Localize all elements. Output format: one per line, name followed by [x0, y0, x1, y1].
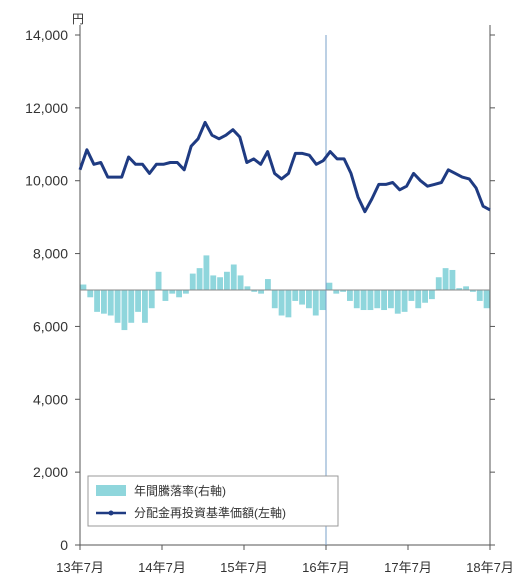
return-bar [442, 268, 449, 290]
return-bar [128, 290, 135, 323]
return-bar [319, 290, 326, 311]
return-bar [169, 290, 176, 294]
y-tick-label: 4,000 [33, 391, 68, 407]
y-tick-label: 2,000 [33, 464, 68, 480]
return-bar [101, 290, 107, 314]
return-bar [360, 290, 367, 311]
x-tick-label: 15年7月 [220, 560, 268, 575]
return-bar [87, 290, 94, 298]
return-bar [114, 290, 121, 323]
return-bar [244, 286, 251, 290]
return-bar [415, 290, 422, 309]
return-bar [483, 290, 490, 309]
return-bar [408, 290, 415, 301]
return-bar [271, 290, 278, 309]
return-bar [353, 290, 360, 309]
return-bar [381, 290, 387, 311]
return-bar [333, 290, 340, 294]
return-bar [326, 282, 333, 290]
return-bar [258, 290, 264, 294]
return-bar [155, 271, 162, 290]
return-bar [306, 290, 312, 309]
return-bar [312, 290, 319, 316]
legend-bar-label: 年間騰落率(右軸) [134, 483, 226, 498]
return-bar [203, 255, 210, 290]
y-tick-label: 10,000 [25, 173, 68, 189]
return-bar [278, 290, 285, 316]
return-bar [347, 290, 353, 301]
return-bar [224, 271, 230, 290]
return-bar [162, 290, 169, 301]
return-bar [251, 290, 258, 292]
return-bar [196, 268, 203, 290]
return-bar [189, 273, 196, 290]
return-bar [374, 290, 381, 309]
nav-line-series [78, 120, 491, 214]
return-bar [435, 277, 442, 290]
return-bar [388, 290, 394, 309]
return-bar [107, 290, 114, 316]
legend-bar-swatch [96, 485, 126, 496]
y-tick-label: 14,000 [25, 27, 68, 43]
y-tick-label: 8,000 [33, 246, 68, 262]
return-bar [394, 290, 401, 314]
return-bar [299, 290, 305, 305]
return-bar [217, 277, 223, 290]
legend-line-label: 分配金再投資基準価額(左軸) [134, 505, 286, 520]
x-tick-label: 17年7月 [384, 560, 432, 575]
y-unit-label: 円 [72, 12, 84, 26]
return-bar [237, 275, 244, 290]
x-tick-label: 16年7月 [302, 560, 350, 575]
return-bar [470, 290, 476, 292]
return-bar [230, 264, 237, 290]
return-bar [340, 290, 346, 292]
return-bar [449, 269, 456, 290]
x-tick-label: 18年7月 [466, 560, 514, 575]
return-bar [292, 290, 299, 301]
x-tick-label: 13年7月 [56, 560, 104, 575]
return-bar [422, 290, 428, 303]
return-bar [463, 286, 469, 290]
x-tick-label: 14年7月 [138, 560, 186, 575]
return-bar [265, 279, 271, 290]
return-bar [429, 290, 435, 300]
legend-box [87, 475, 339, 527]
return-bar [401, 290, 408, 312]
y-tick-label: 12,000 [25, 100, 68, 116]
return-bar [183, 290, 189, 294]
y-tick-label: 6,000 [33, 318, 68, 334]
return-bar [176, 290, 182, 298]
return-bar [285, 290, 292, 318]
return-bar [135, 290, 141, 312]
return-bar [142, 290, 148, 323]
return-bar [121, 290, 128, 331]
return-bar [367, 290, 374, 311]
legend-line-marker [108, 510, 114, 516]
return-bar [456, 288, 463, 290]
return-bar [80, 284, 87, 290]
return-bar [210, 275, 217, 290]
return-bar [94, 290, 100, 312]
return-bar [476, 290, 483, 301]
return-bar [148, 290, 155, 309]
y-tick-label: 0 [60, 537, 68, 553]
